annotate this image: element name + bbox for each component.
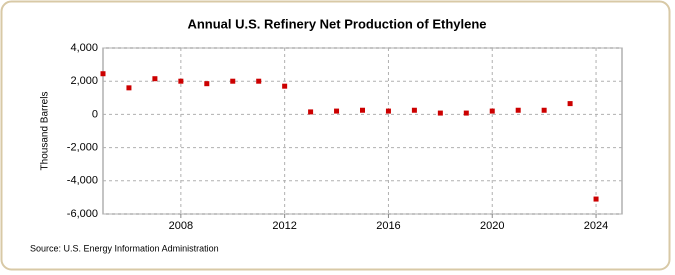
point — [308, 109, 314, 115]
y-tick-label: 2,000 — [70, 75, 98, 87]
point — [411, 107, 417, 113]
y-tick-label: -6,000 — [67, 208, 98, 220]
point — [256, 78, 262, 84]
point — [385, 108, 391, 114]
point — [100, 71, 106, 77]
x-tick-label: 2008 — [169, 220, 193, 232]
point — [437, 110, 443, 116]
y-tick-label: -4,000 — [67, 175, 98, 187]
point — [360, 107, 365, 113]
x-tick-label: 2012 — [272, 220, 296, 232]
point — [230, 78, 236, 84]
point — [282, 83, 288, 89]
source-note: Source: U.S. Energy Information Administ… — [30, 243, 219, 253]
point — [593, 196, 599, 202]
y-tick-label: -2,000 — [67, 142, 98, 154]
point — [152, 76, 158, 82]
y-tick-label: 0 — [92, 108, 98, 120]
point — [178, 78, 184, 84]
y-axis-label: Thousand Barrels — [40, 92, 51, 171]
point — [541, 107, 547, 113]
point — [204, 81, 210, 87]
y-tick-label: 4,000 — [70, 42, 98, 54]
plot-area — [102, 47, 623, 215]
chart-title: Annual U.S. Refinery Net Production of E… — [187, 16, 486, 31]
point — [567, 101, 573, 107]
x-tick-label: 2024 — [584, 220, 608, 232]
point — [126, 85, 132, 91]
x-tick-label: 2020 — [480, 220, 504, 232]
point — [334, 108, 340, 114]
point — [463, 110, 469, 116]
x-tick-label: 2016 — [376, 220, 400, 232]
point — [489, 108, 495, 114]
point — [515, 107, 521, 113]
